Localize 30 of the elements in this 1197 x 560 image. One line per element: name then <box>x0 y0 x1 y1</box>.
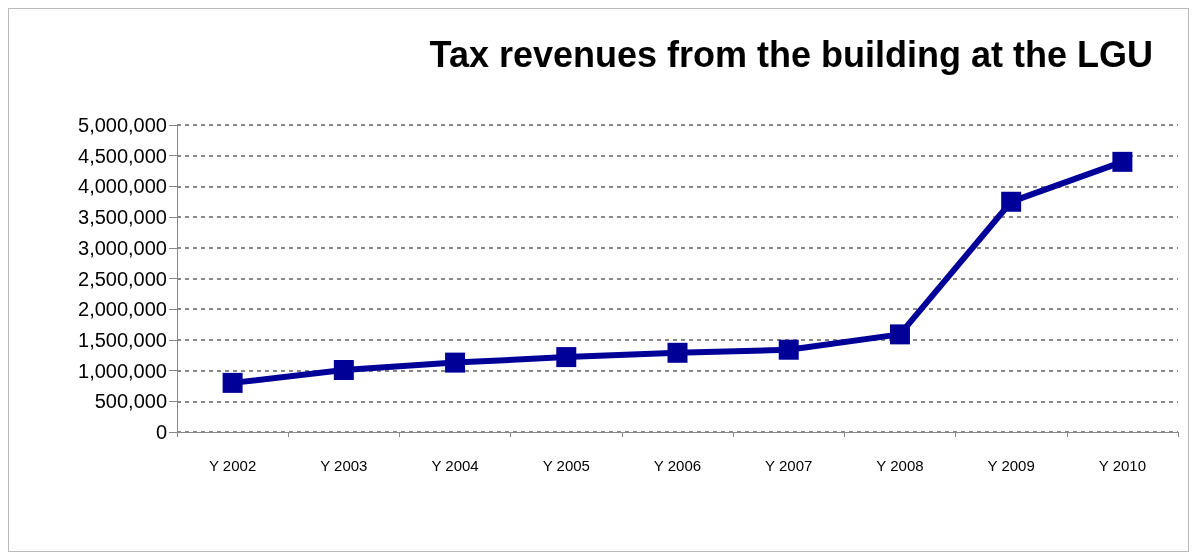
point <box>333 359 354 380</box>
x-tick-label: Y 2008 <box>876 457 924 474</box>
point <box>778 339 799 360</box>
x-tick-label: Y 2002 <box>208 457 257 474</box>
x-tick-label: Y 2003 <box>320 457 368 474</box>
y-tick-label: 5,000,000 <box>78 114 167 136</box>
y-tick-label: 1,500,000 <box>78 328 167 351</box>
y-tick-label: 2,000,000 <box>78 298 167 321</box>
x-tick-label: Y 2010 <box>1098 457 1147 474</box>
y-tick-label: 3,500,000 <box>78 206 167 229</box>
x-tick-label: Y 2009 <box>987 457 1035 474</box>
point <box>1001 191 1022 212</box>
y-tick-label: 1,000,000 <box>78 359 167 382</box>
x-tick-label: Y 2004 <box>431 457 479 474</box>
point <box>1112 151 1133 172</box>
x-tick-label: Y 2006 <box>653 457 702 474</box>
chart-title: Tax revenues from the building at the LGU <box>429 33 1154 75</box>
y-tick-label: 3,000,000 <box>78 236 167 259</box>
x-tick-label: Y 2005 <box>542 457 590 474</box>
y-tick-label: 2,500,000 <box>78 267 167 290</box>
point <box>445 352 466 373</box>
point <box>222 372 243 393</box>
y-tick-label: 4,500,000 <box>78 144 167 167</box>
point <box>556 347 577 368</box>
y-tick-label: 500,000 <box>94 390 167 413</box>
y-tick-label: 4,000,000 <box>78 175 167 198</box>
point <box>889 324 910 345</box>
x-tick-label: Y 2007 <box>765 457 813 474</box>
y-tick-label: 0 <box>155 421 167 443</box>
point <box>667 342 688 363</box>
